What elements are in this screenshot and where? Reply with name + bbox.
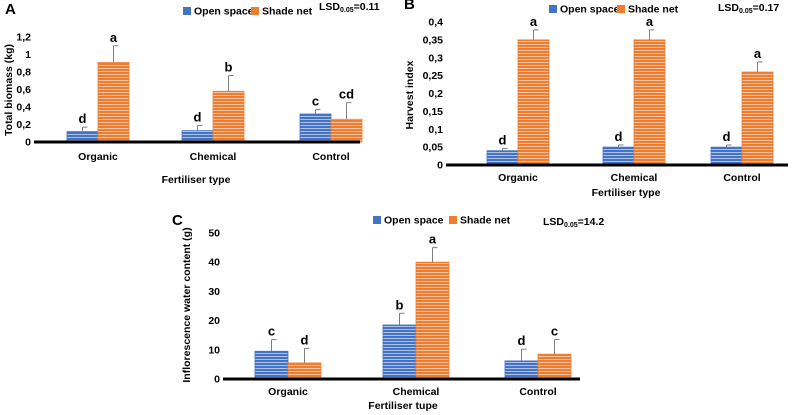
bar-open-space	[710, 146, 743, 166]
significance-label: d	[301, 332, 309, 347]
panel-label: A	[5, 1, 16, 18]
lsd-annotation: LSD0.05=14.2	[543, 216, 604, 229]
y-tick-label: 0	[437, 160, 443, 172]
bar-shade-net	[517, 39, 550, 166]
panel-label: B	[404, 0, 415, 13]
y-tick-label: 0	[214, 374, 220, 386]
bar-open-space	[382, 324, 417, 380]
y-tick-label: 1	[25, 49, 31, 61]
bar-shade-net	[633, 39, 666, 166]
bar-shade-net	[415, 261, 450, 380]
y-tick-label: 0,05	[423, 142, 444, 154]
category-label: Control	[723, 172, 760, 184]
significance-label: b	[396, 297, 404, 312]
significance-label: cd	[339, 87, 354, 102]
significance-label: a	[754, 46, 762, 61]
significance-label: d	[723, 129, 731, 144]
y-tick-label: 20	[208, 315, 220, 327]
legend-label-shade-net: Shade net	[262, 6, 313, 18]
y-tick-label: 0,2	[16, 119, 31, 131]
y-tick-label: 0,25	[423, 70, 444, 82]
panel-b-chart: B 0 0,05 0,1 0,15 0,2 0,25 0,3 0,35 0,4 d d d a a a Orga…	[404, 0, 788, 199]
category-label: Organic	[268, 386, 308, 398]
y-tick-label: 0	[25, 137, 31, 149]
significance-label: b	[225, 60, 233, 75]
significance-label: a	[110, 30, 118, 45]
significance-label: d	[499, 133, 507, 148]
bar-shade-net	[287, 362, 322, 380]
y-axis-title: Harvest index	[404, 60, 416, 129]
legend-swatch-shade-net	[449, 216, 457, 224]
significance-label: a	[429, 232, 437, 247]
category-label: Control	[519, 386, 556, 398]
y-axis-title: Inflorescence water content (g)	[181, 227, 193, 382]
y-tick-label: 40	[208, 257, 220, 269]
y-tick-label: 0,6	[16, 84, 31, 96]
category-label: Chemical	[190, 151, 237, 163]
category-label: Chemical	[393, 386, 440, 398]
y-tick-label: 0,4	[16, 102, 31, 114]
bar-open-space	[66, 131, 99, 143]
bar-shade-net	[97, 61, 130, 143]
lsd-annotation: LSD0.05=0.11	[319, 1, 380, 14]
significance-label: d	[518, 333, 526, 348]
bar-shade-net	[330, 118, 363, 143]
legend-label-open-space: Open space	[384, 215, 444, 227]
bar-open-space	[254, 350, 289, 380]
legend-label-open-space: Open space	[560, 4, 620, 16]
significance-label: c	[551, 324, 558, 339]
bar-open-space	[486, 150, 519, 166]
legend-swatch-open-space	[183, 7, 191, 15]
category-label: Control	[312, 151, 349, 163]
legend-label-shade-net: Shade net	[460, 215, 511, 227]
significance-label: c	[268, 324, 275, 339]
legend-label-open-space: Open space	[194, 6, 254, 18]
x-axis-title: Fertiliser type	[592, 187, 661, 199]
y-tick-label: 0,3	[428, 52, 443, 64]
y-tick-label: 0,4	[428, 17, 443, 29]
legend-swatch-open-space	[549, 5, 557, 13]
x-axis-title: Fertiliser type	[162, 174, 231, 186]
y-tick-label: 50	[208, 228, 220, 240]
y-tick-label: 0,2	[428, 88, 443, 100]
significance-label: d	[194, 109, 202, 124]
legend-swatch-open-space	[373, 216, 381, 224]
significance-label: c	[312, 94, 319, 109]
y-tick-label: 0,8	[16, 67, 31, 79]
bar-open-space	[299, 113, 332, 143]
legend-swatch-shade-net	[251, 7, 259, 15]
bar-shade-net	[212, 90, 245, 143]
y-tick-label: 0,35	[423, 34, 444, 46]
panel-c-chart: C 0 10 20 30 40 50 c b d d a c Organic Chemical Control…	[172, 212, 604, 412]
bar-shade-net	[537, 353, 572, 380]
y-axis-title: Total biomass (kg)	[3, 44, 15, 136]
panel-label: C	[172, 212, 183, 229]
legend-label-shade-net: Shade net	[628, 4, 679, 16]
significance-label: d	[79, 111, 87, 126]
lsd-annotation: LSD0.05=0.17	[718, 2, 779, 15]
y-tick-label: 30	[208, 286, 220, 298]
bar-open-space	[181, 130, 214, 143]
bar-shade-net	[741, 71, 774, 166]
significance-label: a	[530, 14, 538, 29]
category-label: Chemical	[611, 172, 658, 184]
y-tick-label: 10	[208, 344, 220, 356]
category-label: Organic	[498, 172, 538, 184]
x-axis-title: Fertiliser tupe	[368, 400, 438, 412]
significance-label: a	[646, 14, 654, 29]
legend-swatch-shade-net	[617, 5, 625, 13]
y-tick-label: 0,1	[428, 124, 443, 136]
category-label: Organic	[78, 151, 118, 163]
bar-open-space	[504, 360, 539, 380]
significance-label: d	[615, 129, 623, 144]
y-tick-label: 1,2	[16, 32, 31, 44]
panel-a-chart: A 0 0,2 0,4 0,6 0,8 1 1,2 d d c a b cd Organic Chemical…	[3, 1, 380, 186]
y-tick-label: 0,15	[423, 106, 444, 118]
bar-open-space	[602, 146, 635, 166]
